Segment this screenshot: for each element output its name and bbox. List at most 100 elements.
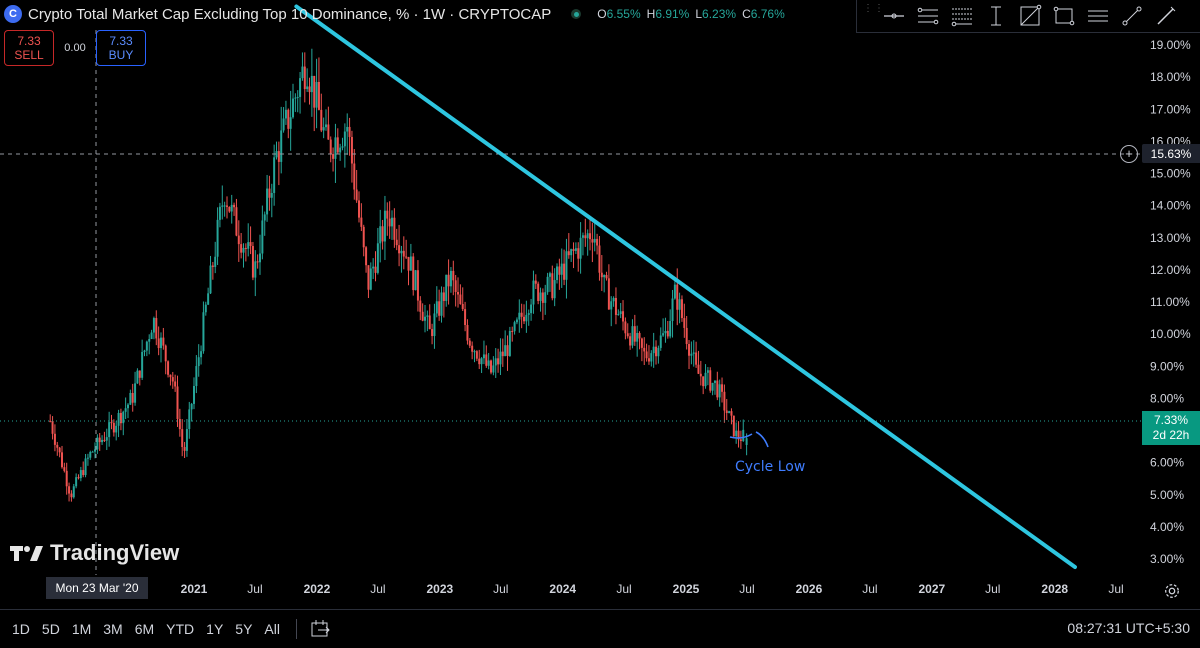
rectangle-icon[interactable]: [1050, 2, 1078, 30]
candle-body: [126, 404, 129, 409]
x-tick-label: 2024: [549, 582, 576, 596]
range-1m[interactable]: 1M: [71, 621, 92, 637]
candle-body: [400, 250, 403, 254]
add-alert-plus-icon[interactable]: +: [1120, 145, 1138, 163]
candle-body: [313, 75, 316, 108]
candle-body: [273, 157, 276, 193]
candle-body: [459, 294, 462, 304]
trend-line-icon[interactable]: [1118, 2, 1146, 30]
utc-clock[interactable]: 08:27:31 UTC+5:30: [1067, 620, 1190, 636]
candle-body: [725, 410, 728, 414]
candle-body: [303, 66, 306, 90]
candle-body: [82, 470, 85, 476]
chart-title[interactable]: Crypto Total Market Cap Excluding Top 10…: [28, 5, 552, 23]
candle-body: [643, 347, 646, 352]
buy-button[interactable]: 7.33 BUY: [96, 30, 146, 66]
candle-body: [185, 429, 188, 451]
candle-body: [671, 298, 674, 321]
candle-body: [256, 261, 259, 263]
candle-body: [282, 118, 285, 131]
candle-body: [277, 151, 280, 162]
candle-body: [497, 358, 500, 365]
descending-trendline[interactable]: [294, 4, 1077, 570]
range-1d[interactable]: 1D: [12, 621, 30, 637]
candle-body: [287, 109, 290, 129]
cycle-low-annotation[interactable]: Cycle Low: [735, 459, 806, 475]
candle-body: [329, 139, 332, 155]
candle-body: [709, 370, 712, 391]
candle-body: [721, 384, 724, 392]
go-to-date-icon[interactable]: [309, 618, 331, 640]
candle-body: [115, 425, 118, 433]
candle-body: [631, 326, 634, 346]
parallel-channel-icon[interactable]: [914, 2, 942, 30]
y-tick-label: 4.00%: [1150, 520, 1184, 534]
x-tick-label: Jul: [616, 582, 631, 596]
long-position-icon[interactable]: [982, 2, 1010, 30]
candle-body: [181, 429, 184, 448]
candle-body: [388, 218, 391, 227]
candle-body: [261, 220, 264, 254]
candle-body: [673, 284, 676, 299]
candle-body: [72, 486, 75, 498]
candle-body: [732, 415, 735, 437]
candle-body: [706, 370, 709, 373]
range-3m[interactable]: 3M: [103, 621, 123, 637]
candle-body: [254, 261, 257, 278]
candle-body: [438, 301, 441, 316]
candle-body: [659, 335, 662, 348]
candle-body: [358, 200, 361, 218]
candle-body: [676, 284, 679, 310]
candle-body: [136, 370, 139, 384]
measure-icon[interactable]: [1016, 2, 1044, 30]
candle-body: [718, 384, 721, 398]
y-tick-label: 5.00%: [1150, 488, 1184, 502]
pencil-icon[interactable]: [1152, 2, 1180, 30]
candle-body: [428, 315, 431, 330]
settings-gear-icon[interactable]: [1163, 582, 1181, 600]
candle-body: [289, 117, 292, 129]
candle-body: [728, 411, 731, 414]
market-status-icon[interactable]: [571, 9, 582, 19]
candle-body: [511, 331, 514, 333]
candle-body: [742, 429, 745, 441]
candle-body: [624, 321, 627, 334]
candle-body: [202, 312, 205, 352]
candle-body: [577, 248, 580, 259]
candle-body: [405, 256, 408, 258]
candle-body: [103, 439, 106, 441]
candle-body: [339, 147, 342, 153]
candle-body: [79, 470, 82, 479]
candle-body: [452, 270, 455, 281]
candle-body: [362, 226, 365, 248]
candle-body: [440, 292, 443, 316]
ohlc-high-value: 6.91%: [655, 7, 690, 21]
drawing-toolbar: ⋮⋮: [856, 0, 1200, 33]
candle-body: [402, 250, 405, 257]
cycle-low-marker: [729, 431, 769, 448]
range-5y[interactable]: 5Y: [235, 621, 253, 637]
candle-body: [570, 249, 573, 256]
candle-body: [355, 189, 358, 201]
x-tick-label: Jul: [739, 582, 754, 596]
sell-button[interactable]: 7.33 SELL: [4, 30, 54, 66]
range-ytd[interactable]: YTD: [166, 621, 195, 637]
candle-body: [244, 247, 247, 249]
fib-retracement-icon[interactable]: [948, 2, 976, 30]
drag-handle-icon[interactable]: ⋮⋮: [863, 3, 885, 14]
candle-body: [537, 283, 540, 301]
candle-body: [108, 422, 111, 438]
candle-body: [53, 433, 56, 445]
candle-body: [506, 345, 509, 356]
range-all[interactable]: All: [264, 621, 280, 637]
candle-body: [565, 251, 568, 280]
candle-body: [431, 329, 434, 337]
candle-body: [58, 447, 61, 453]
range-6m[interactable]: 6M: [134, 621, 155, 637]
text-lines-icon[interactable]: [1084, 2, 1112, 30]
range-1y[interactable]: 1Y: [206, 621, 224, 637]
candle-body: [117, 412, 120, 426]
horizontal-line-icon[interactable]: [880, 2, 908, 30]
range-5d[interactable]: 5D: [41, 621, 60, 637]
